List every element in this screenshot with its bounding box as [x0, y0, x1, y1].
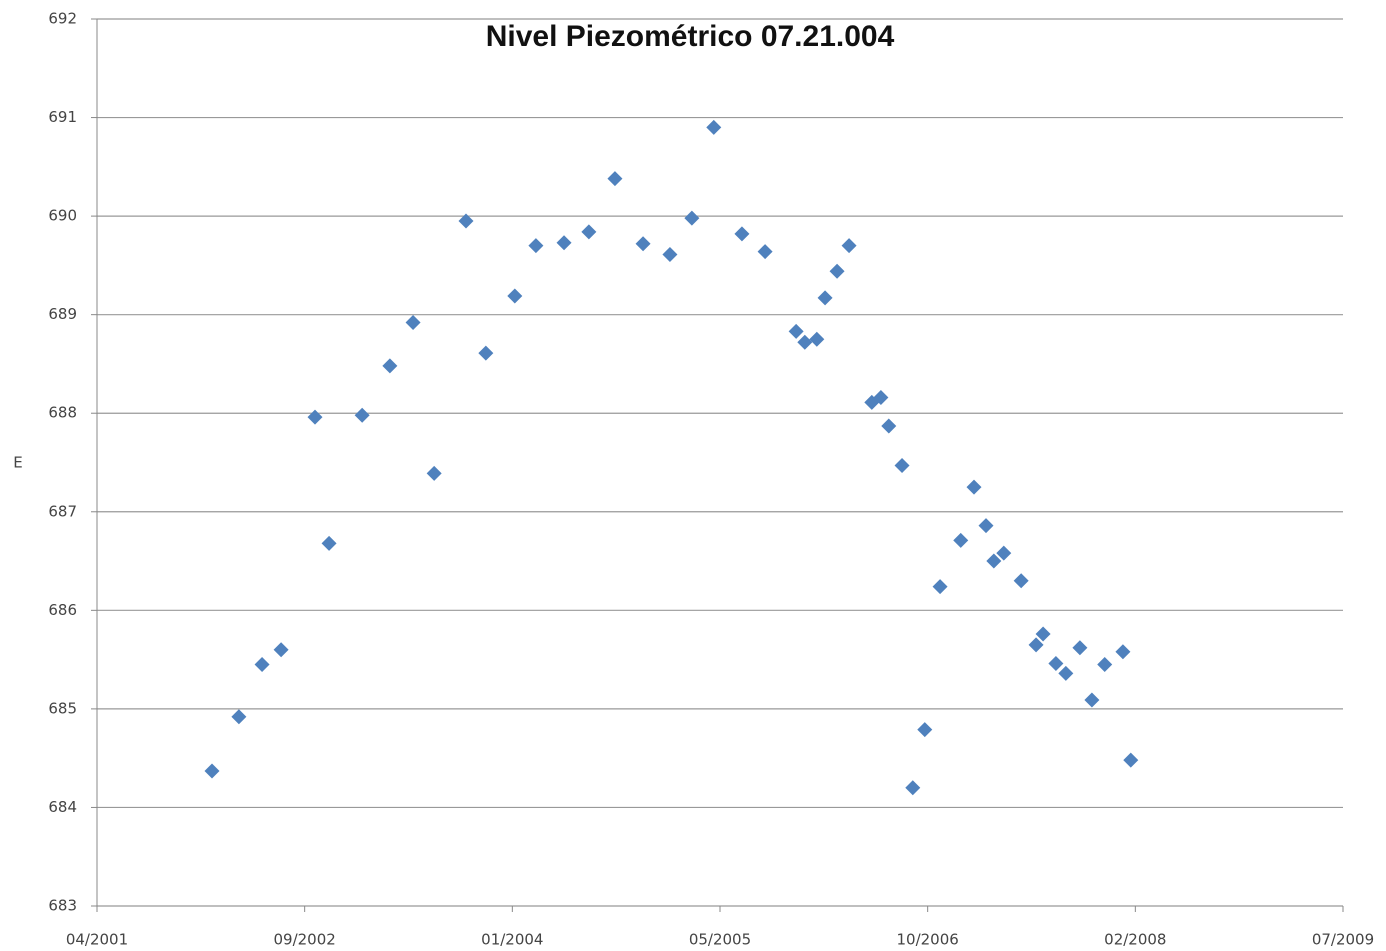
x-tick-label: 10/2006 [897, 931, 959, 949]
x-tick-label: 07/2009 [1312, 931, 1374, 949]
point [231, 709, 247, 725]
point [684, 210, 700, 226]
point [1097, 657, 1113, 673]
point [662, 247, 678, 263]
point [581, 224, 597, 240]
x-tick-label: 05/2005 [689, 931, 751, 949]
point [996, 545, 1012, 561]
point [635, 236, 651, 252]
point [507, 288, 523, 304]
point [706, 119, 722, 135]
chart-title: Nivel Piezométrico 07.21.004 [486, 20, 895, 53]
point [1048, 656, 1064, 672]
point [734, 226, 750, 242]
point [966, 479, 982, 495]
point [841, 238, 857, 254]
point [607, 171, 623, 187]
point [917, 722, 933, 738]
point [1013, 573, 1029, 589]
point [354, 407, 370, 423]
y-tick-label: 692 [48, 10, 77, 28]
point [1072, 640, 1088, 656]
point [426, 465, 442, 481]
y-tick-label: 687 [48, 502, 77, 520]
point [905, 780, 921, 796]
point [1115, 644, 1131, 660]
y-tick-label: 684 [48, 798, 77, 816]
point [382, 358, 398, 374]
point [478, 345, 494, 361]
point [986, 553, 1002, 569]
point [953, 532, 969, 548]
y-tick-label: 689 [48, 305, 77, 323]
y-tick-label: 686 [48, 601, 77, 619]
point [405, 315, 421, 331]
point [881, 418, 897, 434]
point [797, 334, 813, 350]
y-axis-label: E [13, 454, 22, 472]
point [757, 244, 773, 260]
point [978, 518, 994, 534]
point [1123, 752, 1139, 768]
point [556, 235, 572, 251]
y-tick-label: 690 [48, 207, 77, 225]
x-tick-label: 04/2001 [66, 931, 128, 949]
point [273, 642, 289, 658]
point [528, 238, 544, 254]
point [458, 213, 474, 229]
point [1084, 692, 1100, 708]
y-tick-label: 691 [48, 108, 77, 126]
point [204, 763, 220, 779]
point [817, 290, 833, 306]
point [788, 323, 804, 339]
point [894, 457, 910, 473]
y-tick-label: 685 [48, 699, 77, 717]
point [829, 263, 845, 279]
point [1028, 637, 1044, 653]
point [254, 657, 270, 673]
y-tick-label: 688 [48, 404, 77, 422]
point [1035, 626, 1051, 642]
y-tick-label: 683 [48, 897, 77, 915]
point [307, 409, 323, 425]
point [873, 389, 889, 405]
point [809, 331, 825, 347]
point [932, 579, 948, 595]
x-tick-label: 01/2004 [481, 931, 543, 949]
point [321, 535, 337, 551]
x-tick-label: 09/2002 [274, 931, 336, 949]
point [1058, 665, 1074, 681]
x-tick-label: 02/2008 [1104, 931, 1166, 949]
